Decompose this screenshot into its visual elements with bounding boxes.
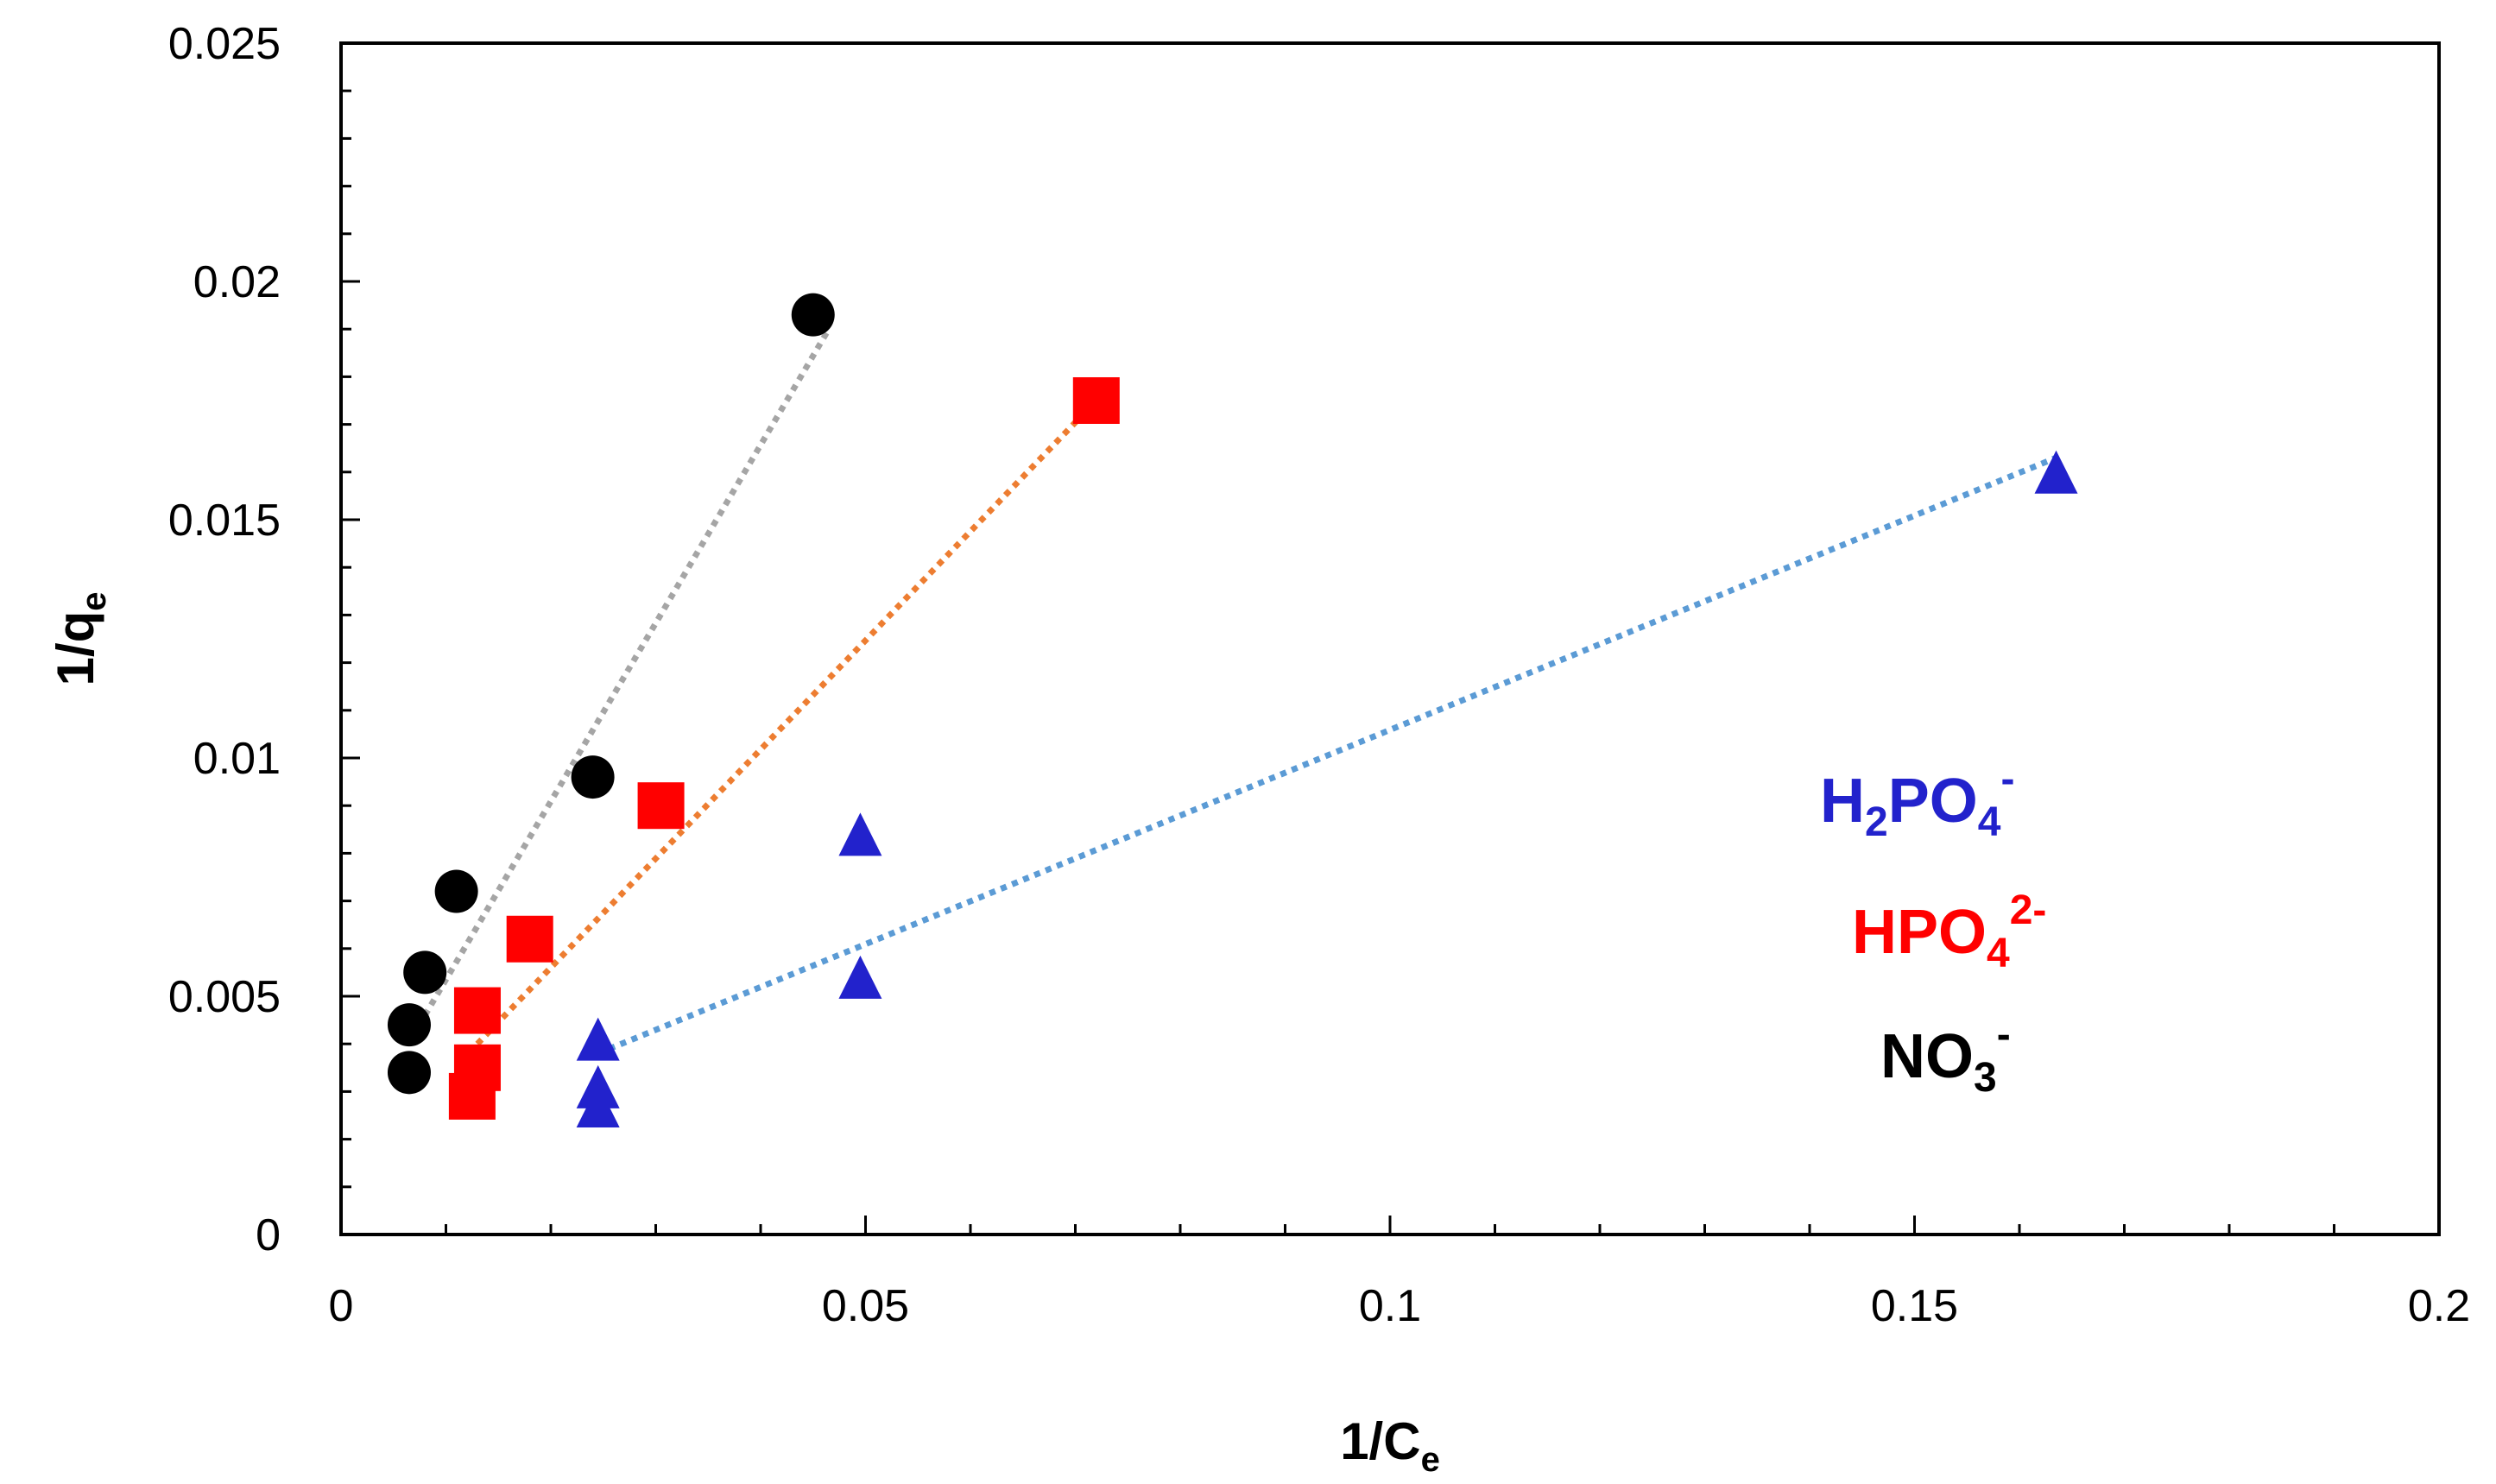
x-tick-label: 0.05	[822, 1281, 909, 1331]
point-series-1	[506, 915, 553, 963]
point-series-0	[2034, 450, 2078, 494]
y-tick-label: 0.025	[168, 19, 281, 69]
y-tick-label: 0	[256, 1210, 281, 1260]
x-tick-label: 0.1	[1359, 1281, 1421, 1331]
y-tick-label: 0.015	[168, 496, 281, 546]
trendlines	[422, 327, 2057, 1057]
y-tick-label: 0.02	[193, 257, 281, 307]
y-tick-label: 0.005	[168, 972, 281, 1022]
x-axis-title: 1/Ce	[1340, 1412, 1440, 1479]
legend-no3: NO3-	[1880, 1012, 2011, 1101]
x-tick-label: 0.2	[2408, 1281, 2470, 1331]
point-series-1	[1072, 377, 1120, 424]
point-series-1	[453, 987, 501, 1034]
point-series-2	[387, 1003, 431, 1047]
point-series-0	[576, 1017, 620, 1061]
point-series-2	[571, 755, 615, 799]
legend-hpo4: HPO42-	[1852, 887, 2046, 976]
data-markers	[387, 293, 2078, 1127]
point-series-2	[387, 1051, 431, 1095]
minor-ticks	[341, 89, 2335, 1235]
point-series-2	[434, 869, 478, 913]
point-series-2	[791, 293, 835, 337]
point-series-0	[838, 812, 882, 856]
x-tick-label: 0.15	[1871, 1281, 1958, 1331]
y-tick-label: 0.01	[193, 734, 281, 784]
point-series-1	[637, 782, 685, 830]
point-series-0	[838, 955, 882, 999]
y-axis-title: 1/qe	[47, 592, 113, 686]
plot-area	[339, 41, 2441, 1236]
point-series-2	[403, 950, 447, 995]
trendline-series-1	[475, 398, 1099, 1046]
point-series-0	[576, 1083, 620, 1127]
legend-h2po4: H2PO4-	[1820, 756, 2014, 845]
trendline-series-0	[597, 454, 2057, 1057]
tick-labels: 0 0.05 0.1 0.15 0.2 0 0.005 0.01 0.015 0.02 0.025	[168, 19, 2470, 1331]
point-series-1	[448, 1072, 496, 1120]
x-tick-label: 0	[329, 1281, 354, 1331]
